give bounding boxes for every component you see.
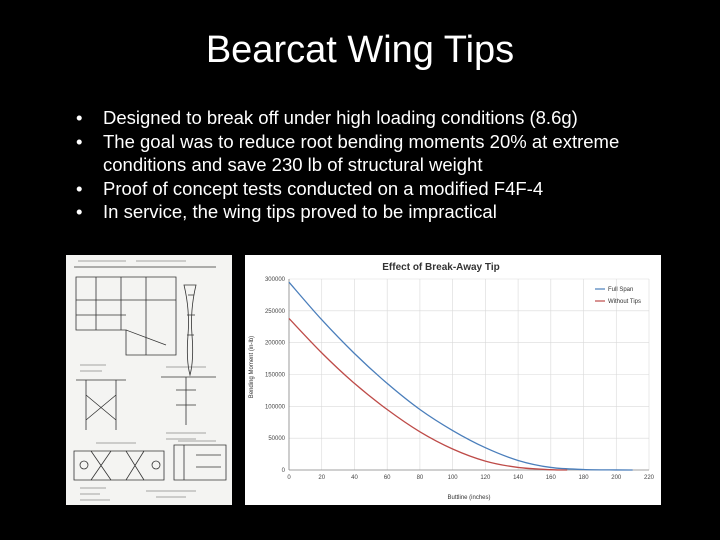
legend-label-full-span: Full Span: [608, 287, 633, 293]
y-tick-label: 100000: [265, 404, 286, 410]
bullet-item: • Proof of concept tests conducted on a …: [76, 177, 686, 201]
bullet-text: In service, the wing tips proved to be i…: [103, 201, 497, 222]
x-tick-label: 100: [448, 475, 459, 481]
x-tick-label: 0: [287, 475, 291, 481]
y-tick-label: 300000: [265, 277, 286, 283]
bullet-item: • The goal was to reduce root bending mo…: [76, 130, 686, 177]
series-line-without-tips: [288, 318, 568, 471]
x-tick-label: 40: [351, 475, 358, 481]
chart-svg: Effect of Break-Away Tip 0 50000 100000 150…: [249, 262, 655, 501]
chart-title: Effect of Break-Away Tip: [382, 262, 499, 273]
bullet-icon: •: [76, 130, 83, 152]
slide-title: Bearcat Wing Tips: [205, 29, 515, 71]
bullet-icon: •: [76, 107, 83, 128]
y-tick-label: 150000: [265, 373, 286, 379]
bullet-item: • Designed to break off under high loadi…: [76, 106, 686, 130]
bending-moment-chart: Effect of Break-Away Tip 0 50000 100000 150…: [245, 255, 661, 505]
wing-tip-sketch-image: [73, 260, 227, 501]
y-tick-label: 50000: [268, 436, 285, 442]
bullet-icon: •: [76, 177, 83, 199]
x-tick-label: 60: [384, 475, 391, 481]
x-tick-label: 220: [644, 475, 655, 481]
bullet-list: • Designed to break off under high loadi…: [76, 106, 686, 224]
x-tick-label: 200: [611, 475, 622, 481]
legend: Full Span Without Tips: [595, 287, 641, 305]
x-tick-label: 180: [579, 475, 590, 481]
bullet-text: Proof of concept tests conducted on a mo…: [103, 177, 544, 199]
y-tick-label: 0: [282, 468, 286, 474]
y-axis-label: Bending Moment (in-lb): [249, 336, 255, 398]
wing-tip-drawing: [66, 255, 232, 505]
x-tick-label: 80: [417, 475, 424, 481]
y-tick-label: 250000: [265, 309, 286, 315]
legend-label-without-tips: Without Tips: [608, 299, 641, 305]
series-line-full-span: [288, 281, 633, 471]
bullet-icon: •: [76, 201, 83, 222]
x-axis-label: Buttline (inches): [447, 495, 490, 501]
y-tick-label: 200000: [265, 341, 286, 347]
bullet-text: Designed to break off under high loading…: [103, 107, 578, 128]
bullet-item: • In service, the wing tips proved to be…: [76, 200, 686, 224]
x-tick-label: 120: [480, 475, 491, 481]
bullet-text: The goal was to reduce root bending mome…: [103, 130, 620, 176]
x-tick-label: 20: [318, 475, 325, 481]
x-tick-label: 140: [513, 475, 524, 481]
x-tick-label: 160: [546, 475, 557, 481]
